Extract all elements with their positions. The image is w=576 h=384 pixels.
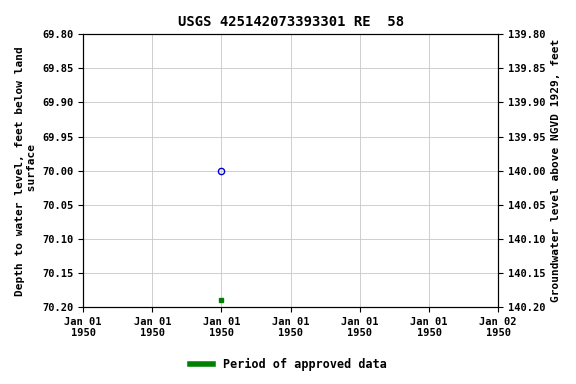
Y-axis label: Groundwater level above NGVD 1929, feet: Groundwater level above NGVD 1929, feet (551, 39, 561, 302)
Title: USGS 425142073393301 RE  58: USGS 425142073393301 RE 58 (177, 15, 404, 29)
Legend: Period of approved data: Period of approved data (185, 354, 391, 376)
Y-axis label: Depth to water level, feet below land
 surface: Depth to water level, feet below land su… (15, 46, 37, 296)
